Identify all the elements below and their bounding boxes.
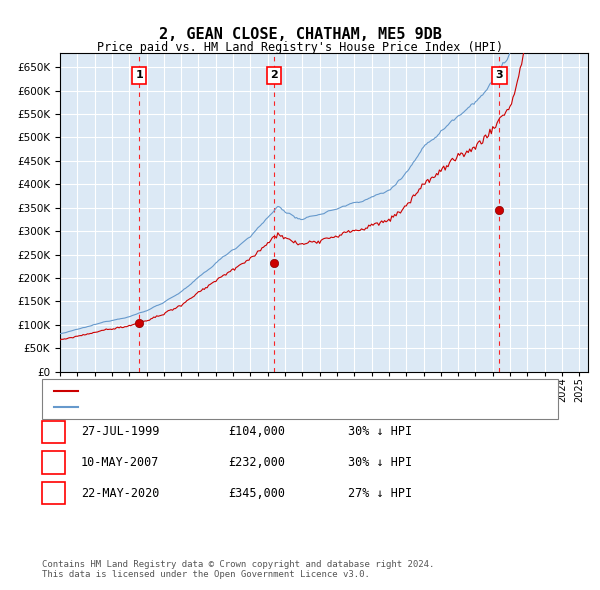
Text: £232,000: £232,000: [228, 456, 285, 469]
Text: Price paid vs. HM Land Registry's House Price Index (HPI): Price paid vs. HM Land Registry's House …: [97, 41, 503, 54]
Text: 30% ↓ HPI: 30% ↓ HPI: [348, 425, 412, 438]
Text: 3: 3: [496, 70, 503, 80]
Text: 2: 2: [270, 70, 278, 80]
Text: 1: 1: [135, 70, 143, 80]
Text: HPI: Average price, detached house, Maidstone: HPI: Average price, detached house, Maid…: [84, 402, 365, 412]
Text: 30% ↓ HPI: 30% ↓ HPI: [348, 456, 412, 469]
Text: 2, GEAN CLOSE, CHATHAM, ME5 9DB (detached house): 2, GEAN CLOSE, CHATHAM, ME5 9DB (detache…: [84, 386, 384, 396]
Text: 2: 2: [50, 456, 57, 469]
Text: 1: 1: [50, 425, 57, 438]
Text: £104,000: £104,000: [228, 425, 285, 438]
Text: £345,000: £345,000: [228, 487, 285, 500]
Text: 10-MAY-2007: 10-MAY-2007: [81, 456, 160, 469]
Text: 3: 3: [50, 487, 57, 500]
Text: 27-JUL-1999: 27-JUL-1999: [81, 425, 160, 438]
Text: 27% ↓ HPI: 27% ↓ HPI: [348, 487, 412, 500]
Text: 22-MAY-2020: 22-MAY-2020: [81, 487, 160, 500]
Text: Contains HM Land Registry data © Crown copyright and database right 2024.
This d: Contains HM Land Registry data © Crown c…: [42, 560, 434, 579]
Text: 2, GEAN CLOSE, CHATHAM, ME5 9DB: 2, GEAN CLOSE, CHATHAM, ME5 9DB: [158, 27, 442, 41]
